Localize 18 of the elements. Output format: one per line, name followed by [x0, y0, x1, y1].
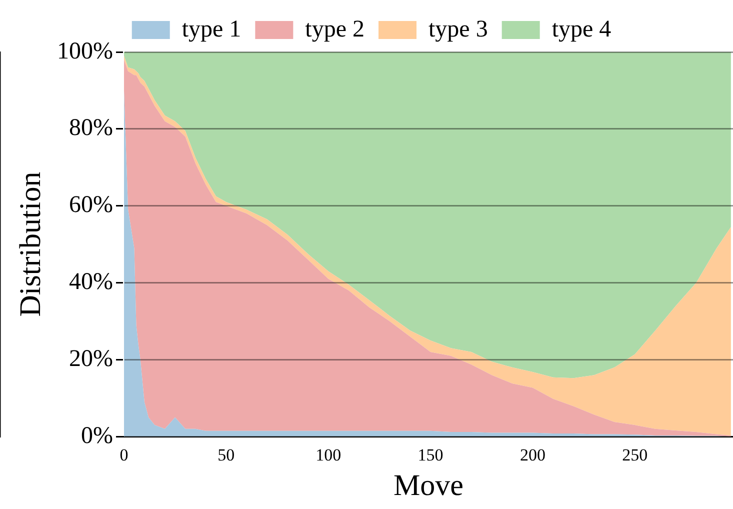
- x-tick-label: 250: [622, 445, 648, 464]
- x-tick-label: 200: [520, 445, 546, 464]
- x-tick-label: 0: [120, 445, 128, 464]
- legend-label: type 1: [182, 16, 242, 42]
- x-axis-title: Move: [393, 468, 464, 502]
- x-tick-label: 50: [218, 445, 235, 464]
- x-tick-label: 100: [316, 445, 342, 464]
- y-tick-label: 60%: [68, 192, 113, 218]
- x-tick-label: 150: [418, 445, 444, 464]
- y-tick-label: 40%: [68, 269, 113, 296]
- legend-label: type 3: [428, 16, 488, 42]
- y-axis-title: Distribution: [14, 172, 47, 317]
- y-tick-label: 80%: [68, 115, 113, 142]
- y-tick-label: 20%: [68, 346, 113, 372]
- y-tick-label: 100%: [56, 38, 113, 64]
- legend-label: type 4: [552, 16, 612, 42]
- y-tick-label: 0%: [80, 422, 113, 449]
- legend-label: type 2: [305, 16, 365, 42]
